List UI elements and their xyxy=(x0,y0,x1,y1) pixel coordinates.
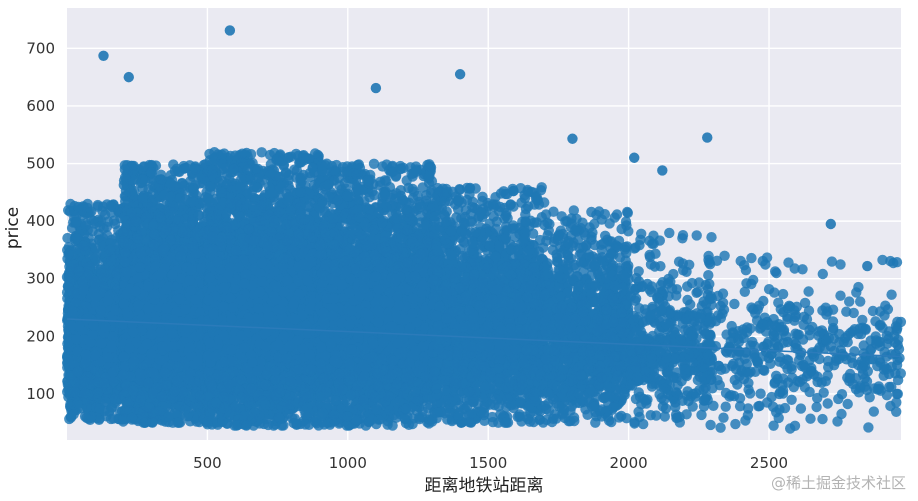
data-point xyxy=(102,352,114,363)
data-point xyxy=(74,321,85,332)
data-point xyxy=(62,205,74,216)
data-point xyxy=(63,249,74,260)
data-point xyxy=(63,354,74,366)
data-point xyxy=(88,320,99,331)
data-point xyxy=(76,205,88,216)
data-point xyxy=(73,265,85,277)
data-point xyxy=(67,306,78,317)
data-point xyxy=(92,387,104,399)
data-point xyxy=(102,295,114,306)
data-point xyxy=(90,292,102,303)
data-point xyxy=(79,375,90,387)
data-points xyxy=(61,25,907,434)
data-point xyxy=(99,378,110,389)
data-point xyxy=(78,285,89,296)
data-point xyxy=(94,221,106,232)
data-point xyxy=(106,340,117,351)
data-point xyxy=(95,305,107,316)
data-point xyxy=(78,240,90,251)
data-point xyxy=(80,220,92,231)
data-point xyxy=(89,349,101,361)
data-point xyxy=(79,387,91,399)
data-point xyxy=(72,398,83,409)
data-point xyxy=(72,366,83,377)
data-point xyxy=(62,232,73,244)
data-point xyxy=(87,329,99,340)
data-point xyxy=(68,409,79,420)
data-point xyxy=(100,396,111,407)
data-point xyxy=(90,243,101,254)
data-point xyxy=(69,386,81,398)
data-point xyxy=(100,321,111,333)
data-point xyxy=(105,256,117,267)
data-point xyxy=(79,411,91,422)
data-point xyxy=(108,215,120,226)
data-point xyxy=(108,413,119,424)
data-point xyxy=(80,349,92,360)
data-point xyxy=(77,276,88,287)
data-point xyxy=(97,206,108,217)
data-point xyxy=(104,244,116,255)
data-point xyxy=(64,276,75,288)
